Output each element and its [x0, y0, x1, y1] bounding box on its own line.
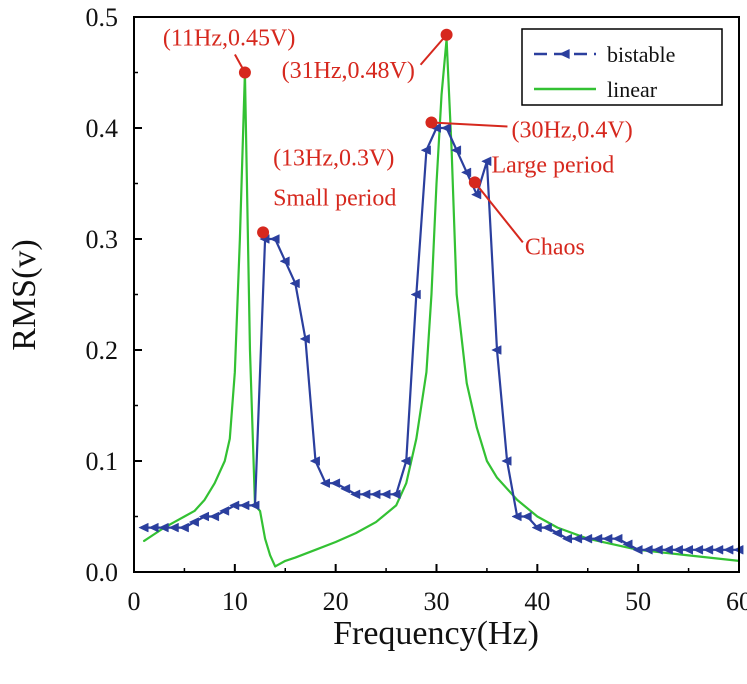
- bistable-marker: [541, 522, 552, 533]
- bistable-marker: [350, 489, 361, 500]
- x-tick-label: 40: [524, 587, 550, 616]
- annotation-label: (11Hz,0.45V): [163, 26, 295, 52]
- bistable-marker: [713, 544, 724, 555]
- annotation-label: Large period: [491, 152, 614, 178]
- x-tick-label: 20: [323, 587, 349, 616]
- bistable-marker: [148, 522, 159, 533]
- bistable-marker: [420, 145, 431, 156]
- bistable-marker: [390, 489, 401, 500]
- y-tick-label: 0.1: [86, 447, 119, 476]
- plot-frame: [133, 16, 740, 573]
- tick-layer: 0 10 20 30 40 50 60 0.0 0.1 0.2 0.3 0.4 0.5: [86, 3, 747, 616]
- bistable-marker: [652, 544, 663, 555]
- bistable-marker: [329, 478, 341, 489]
- bistable-marker: [551, 528, 562, 538]
- bistable-marker: [450, 145, 462, 156]
- x-tick-label: 0: [128, 587, 141, 616]
- annotation-point: [425, 116, 438, 129]
- bistable-marker: [602, 533, 613, 544]
- annotation-label: (13Hz,0.3V): [273, 145, 394, 171]
- bistable-marker: [198, 511, 209, 522]
- bistable-marker: [471, 189, 482, 200]
- annotation-label: Chaos: [525, 234, 585, 260]
- bistable-marker: [410, 289, 421, 300]
- x-tick-label: 50: [625, 587, 651, 616]
- bistable-marker: [218, 506, 230, 516]
- bistable-marker: [269, 234, 280, 244]
- bistable-marker: [612, 533, 623, 544]
- annotation-leader-line: [431, 121, 508, 128]
- bistable-marker: [249, 500, 260, 511]
- y-tick-label: 0.2: [86, 336, 119, 365]
- bistable-marker: [672, 544, 683, 555]
- bistable-marker: [481, 156, 492, 167]
- bistable-marker: [662, 544, 673, 555]
- bistable-marker: [460, 167, 472, 178]
- bistable-marker: [319, 478, 330, 489]
- bistable-marker: [592, 533, 603, 544]
- bistable-marker: [571, 533, 583, 544]
- y-tick-label: 0.4: [86, 114, 119, 143]
- bistable-marker: [208, 511, 220, 522]
- bistable-marker: [440, 123, 451, 133]
- annotation-label: (30Hz,0.4V): [511, 117, 632, 143]
- bistable-marker: [380, 489, 391, 500]
- bistable-marker: [400, 456, 411, 466]
- annotation-point: [440, 28, 453, 41]
- bistable-marker: [360, 489, 371, 500]
- plot-background: [134, 17, 739, 572]
- bistable-marker: [723, 544, 734, 555]
- bistable-marker: [339, 483, 351, 494]
- bistable-marker: [158, 522, 169, 533]
- annotation-label: (31Hz,0.48V): [282, 58, 415, 84]
- bistable-marker: [521, 511, 532, 522]
- legend-marker-bistable: [558, 48, 570, 60]
- bistable-marker: [239, 500, 250, 511]
- bistable-marker: [188, 517, 199, 527]
- bistable-marker: [581, 533, 593, 544]
- bistable-marker: [561, 533, 572, 544]
- bistable-marker: [692, 544, 704, 555]
- bistable-marker: [279, 256, 290, 267]
- bistable-marker: [168, 522, 179, 533]
- legend-label-bistable: bistable: [607, 42, 675, 67]
- bistable-marker: [289, 278, 300, 289]
- legend-label-linear: linear: [607, 77, 658, 102]
- x-tick-label: 60: [726, 587, 747, 616]
- annotation-leader-line: [419, 34, 448, 66]
- annotation-point: [468, 176, 481, 189]
- bistable-marker: [632, 544, 643, 555]
- y-axis-label: RMS(v): [6, 239, 43, 350]
- legend: bistable linear: [521, 28, 723, 106]
- annotation-leader-line: [474, 181, 524, 244]
- y-tick-label: 0.3: [86, 225, 119, 254]
- x-tick-label: 10: [222, 587, 248, 616]
- bistable-marker: [531, 522, 542, 533]
- bistable-marker: [511, 511, 522, 522]
- series-line-linear: [142, 38, 741, 568]
- bistable-marker: [491, 345, 502, 355]
- bistable-marker: [642, 544, 653, 555]
- bistable-marker: [309, 456, 320, 466]
- annotation-point: [257, 226, 270, 239]
- x-axis-label: Frequency(Hz): [333, 615, 539, 652]
- plot-area: (11Hz,0.45V) (31Hz,0.48V) (13Hz,0.3V) Small…: [86, 3, 747, 616]
- bistable-marker: [702, 544, 714, 555]
- bistable-marker: [178, 522, 189, 533]
- bistable-marker: [682, 544, 693, 555]
- bistable-marker: [299, 334, 310, 344]
- annotation-label: Small period: [273, 185, 396, 211]
- bistable-marker: [229, 500, 240, 511]
- bistable-marker: [138, 522, 149, 533]
- y-tick-label: 0.0: [86, 558, 119, 587]
- bistable-marker: [622, 539, 633, 550]
- bistable-marker: [370, 489, 381, 500]
- annotation-layer: (11Hz,0.45V) (31Hz,0.48V) (13Hz,0.3V) Small…: [163, 26, 633, 261]
- y-tick-label: 0.5: [86, 3, 119, 32]
- bistable-marker: [501, 456, 512, 466]
- legend-box: [521, 28, 723, 106]
- annotation-point: [238, 66, 251, 79]
- x-tick-label: 30: [424, 587, 450, 616]
